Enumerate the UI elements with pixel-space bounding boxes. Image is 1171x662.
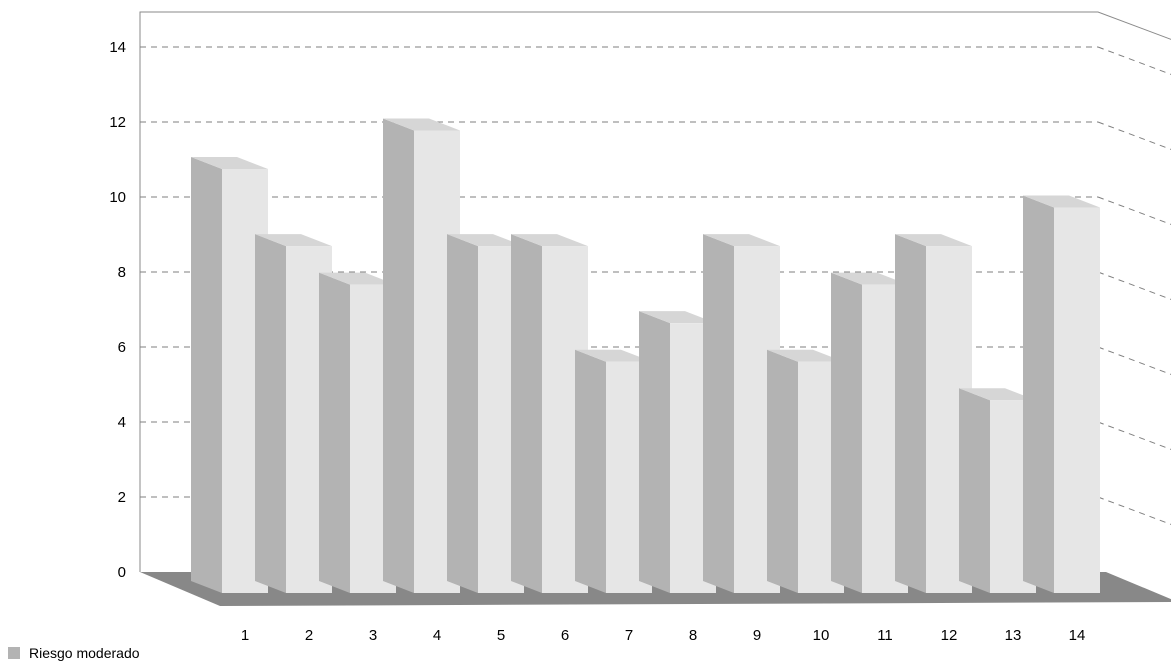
gridline-side (1097, 271, 1171, 300)
bar-top (319, 272, 396, 285)
x-axis-tick-labels: 1 2 3 4 5 6 7 8 9 10 11 12 13 14 (241, 627, 1086, 644)
bar-side (447, 234, 478, 593)
y-tick-label: 10 (109, 189, 126, 206)
bars (191, 118, 1100, 594)
y-tick-label: 6 (118, 339, 126, 356)
x-tick-label: 6 (561, 627, 569, 644)
bar-side (703, 234, 734, 593)
bar-top (959, 388, 1036, 401)
bar-side (831, 272, 862, 593)
bar-side (575, 349, 606, 593)
legend: Riesgo moderado (8, 645, 140, 661)
bar-side (191, 157, 222, 593)
y-tick-label: 2 (118, 489, 126, 506)
bar-side (959, 388, 990, 593)
gridline-side (1097, 121, 1171, 150)
bar-top (895, 234, 972, 247)
bar-top (191, 157, 268, 169)
x-tick-label: 8 (689, 627, 697, 644)
x-tick-label: 7 (625, 627, 633, 644)
bar-side (255, 234, 286, 593)
gridline-side (1097, 46, 1171, 75)
y-tick-label: 14 (109, 39, 126, 56)
bar-top (383, 118, 460, 131)
bar-top (511, 234, 588, 247)
gridline-side (1097, 196, 1171, 225)
bar-top (575, 349, 652, 362)
bar-top (767, 349, 844, 362)
y-tick-label: 8 (118, 264, 126, 281)
x-tick-label: 14 (1069, 627, 1086, 644)
bar-side (319, 272, 350, 593)
bar-side (767, 349, 798, 593)
legend-label: Riesgo moderado (29, 645, 140, 661)
x-tick-label: 5 (497, 627, 505, 644)
x-tick-label: 11 (877, 627, 893, 644)
x-tick-label: 4 (433, 627, 441, 644)
bar-side (511, 234, 542, 593)
y-axis-tick-labels: 0 2 4 6 8 10 12 14 (109, 39, 126, 581)
gridline-side (1097, 496, 1171, 525)
bar-top (703, 234, 780, 247)
bar-side (383, 118, 414, 594)
x-tick-label: 3 (369, 627, 377, 644)
x-tick-label: 10 (813, 627, 830, 644)
gridline-side (1097, 346, 1171, 375)
bar-side (1023, 195, 1054, 593)
x-tick-label: 1 (241, 627, 249, 644)
y-tick-label: 4 (118, 414, 126, 431)
bar-top (255, 234, 332, 247)
bar-top (447, 234, 524, 247)
x-tick-label: 2 (305, 627, 313, 644)
bar-top (831, 272, 908, 285)
bar-top (1023, 195, 1100, 208)
y-tick-label: 0 (118, 564, 126, 581)
back-wall-edge (139, 11, 1171, 572)
x-tick-label: 12 (941, 627, 958, 644)
gridline-side (1097, 421, 1171, 450)
bar-side (639, 311, 670, 593)
bar (1054, 207, 1100, 593)
bar-side (895, 234, 926, 593)
x-tick-label: 13 (1005, 627, 1022, 644)
chart-walls (139, 11, 1171, 572)
legend-swatch (8, 647, 20, 659)
x-tick-label: 9 (753, 627, 761, 644)
y-tick-label: 12 (109, 114, 126, 131)
bar-top (639, 311, 716, 324)
